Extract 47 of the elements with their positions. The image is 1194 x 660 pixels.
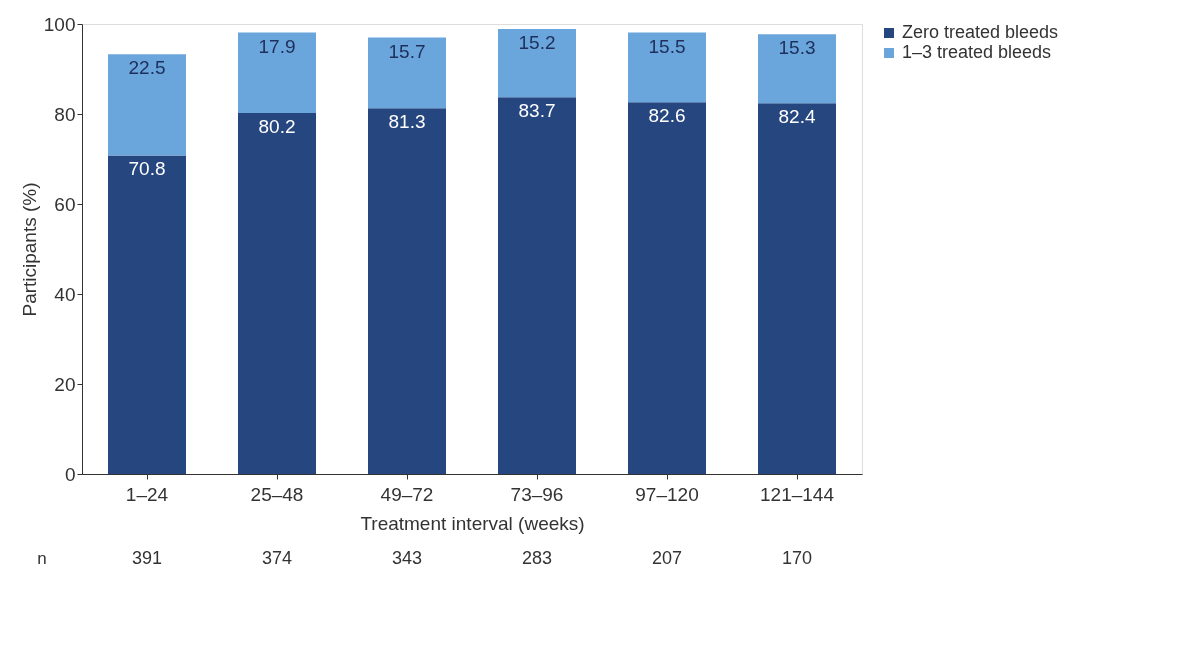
x-tick-label: 25–48	[250, 483, 304, 505]
x-tick-label: 49–72	[380, 483, 434, 505]
data-label: 82.6	[648, 105, 686, 127]
x-tick-label: 1–24	[125, 483, 169, 505]
data-label: 17.9	[258, 35, 296, 57]
text: 170	[781, 548, 813, 568]
data-label: 22.5	[128, 57, 166, 79]
bar	[498, 28, 576, 98]
x-tick-label: 73–96	[510, 483, 564, 505]
bar	[238, 113, 316, 474]
bar	[238, 32, 316, 114]
data-label: 83.7	[518, 100, 556, 122]
legend-label: 1–3 treated bleeds	[902, 42, 1052, 62]
text: 283	[521, 548, 553, 568]
bar	[758, 103, 836, 474]
data-label: 80.2	[258, 116, 296, 138]
y-tick-label: 60	[54, 193, 76, 215]
y-tick-label: 80	[54, 103, 76, 125]
bar	[368, 37, 446, 109]
text: 391	[131, 548, 163, 568]
bar	[498, 97, 576, 474]
y-tick-label: 40	[54, 283, 76, 305]
data-label: 82.4	[778, 106, 816, 128]
y-axis-title: Participants (%)	[18, 182, 40, 317]
y-tick-label: 20	[54, 373, 76, 395]
bar	[628, 32, 706, 103]
y-tick-label: 0	[64, 463, 76, 485]
data-label: 70.8	[128, 158, 166, 180]
text: n	[37, 549, 47, 568]
bar	[368, 108, 446, 474]
legend-label: Zero treated bleeds	[902, 22, 1059, 42]
text: 343	[391, 548, 423, 568]
bar	[628, 102, 706, 474]
x-tick-label: 97–120	[635, 483, 699, 505]
data-label: 15.3	[778, 37, 816, 59]
y-tick-label: 100	[43, 13, 76, 35]
bar	[108, 155, 186, 474]
text: 374	[261, 548, 293, 568]
x-tick-label: 121–144	[760, 483, 835, 505]
data-label: 15.2	[518, 31, 556, 53]
data-label: 15.7	[388, 40, 426, 62]
x-axis-title: Treatment interval (weeks)	[360, 512, 585, 534]
text: 207	[651, 548, 683, 568]
data-label: 81.3	[388, 111, 426, 133]
data-label: 15.5	[648, 35, 686, 57]
bar	[758, 34, 836, 104]
bar	[108, 54, 186, 156]
